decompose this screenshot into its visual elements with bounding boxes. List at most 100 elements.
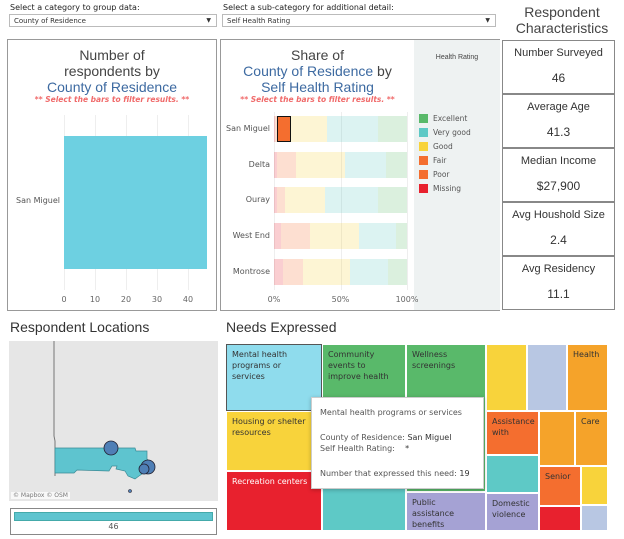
bar-segment-good[interactable] [291,116,328,142]
legend-swatch [419,155,428,165]
legend-item[interactable]: Good [419,139,500,153]
treemap-cell[interactable]: Mental health programs or services [226,344,322,411]
bar-segment-good[interactable] [309,223,360,250]
bar-segment-missing[interactable] [274,116,276,142]
kpi-value: 2.4 [550,233,567,247]
bar-segment-poor[interactable] [275,116,277,142]
stacked-bar[interactable] [274,151,407,178]
bar-segment-excellent[interactable] [396,223,407,250]
stacked-bar[interactable] [274,187,407,214]
bar-segment-missing[interactable] [274,187,277,214]
bar-segment-fair[interactable] [284,258,304,285]
gridline [340,112,342,290]
treemap-cell[interactable] [527,344,567,411]
kpi-card: Avg Houshold Size 2.4 [502,202,615,256]
legend-swatch [419,183,428,193]
bar-segment-very-good[interactable] [359,223,397,250]
bar-segment-very-good[interactable] [324,187,378,214]
kpi-card: Number Surveyed 46 [502,40,615,94]
bar-segment-poor[interactable] [277,151,279,178]
treemap-cell[interactable]: Health [567,344,608,411]
bar-segment-very-good[interactable] [345,151,387,178]
kpi-card: Average Age 41.3 [502,94,615,148]
legend-label: Good [433,141,453,151]
sub-filter-label: Select a sub-category for additional det… [223,3,394,12]
stacked-bar[interactable] [274,258,407,285]
bar[interactable] [64,136,207,269]
kpi-value: 41.3 [546,125,571,139]
legend-item[interactable]: Excellent [419,111,500,125]
x-tick-label: 0 [61,295,67,304]
respondent-map[interactable]: © Mapbox © OSM [9,341,218,501]
bar-segment-very-good[interactable] [349,258,389,285]
bar-segment-poor[interactable] [280,223,282,250]
total-bar-panel: 46 [10,508,217,535]
treemap-cell[interactable]: Public assistance benefits [406,492,486,531]
treemap-cell[interactable]: Senior [539,466,581,506]
bar-segment-excellent[interactable] [377,116,407,142]
treemap-cell[interactable]: Domestic violence [486,493,539,531]
count-chart-title-3: County of Residence [47,79,177,95]
treemap-cell[interactable]: Care [575,411,608,466]
x-tick-label: 10 [89,295,101,304]
group-dropdown[interactable]: County of Residence ▼ [9,14,217,27]
location-marker[interactable] [103,440,119,456]
bar-segment-good[interactable] [295,151,346,178]
treemap-cell[interactable] [581,505,608,531]
x-tick-label: 100% [395,295,419,304]
legend-label: Very good [433,127,471,137]
legend-swatch [419,169,428,179]
bar-segment-fair[interactable] [281,223,310,250]
bar-segment-fair[interactable] [277,187,285,214]
count-chart-title-1: Number of [79,47,145,63]
bar-segment-excellent[interactable] [386,151,407,178]
treemap-cell[interactable] [539,506,581,531]
bar-segment-poor[interactable] [283,258,285,285]
legend-label: Missing [433,183,461,193]
treemap-cell[interactable] [539,411,575,466]
treemap-cell[interactable] [581,466,608,505]
tooltip-title: Mental health programs or services [320,408,462,417]
bar-segment-missing[interactable] [274,151,278,178]
sub-dropdown[interactable]: Self Health Rating ▼ [222,14,496,27]
treemap-cell[interactable] [486,455,539,493]
count-chart-title-2: respondents by [64,63,160,79]
bar-segment-missing[interactable] [274,258,284,285]
kpi-label: Average Age [527,101,590,113]
x-tick-label: 0% [267,295,281,304]
bar-segment-missing[interactable] [274,223,281,250]
share-chart-title-by: by [377,63,392,79]
legend-area: Health Rating Excellent Very good Good Fair… [414,40,500,310]
bar-segment-excellent[interactable] [377,187,407,214]
bar-segment-good[interactable] [303,258,350,285]
bar-segment-poor[interactable] [276,187,278,214]
treemap-cell[interactable]: Recreation centers [226,471,322,531]
county-shape[interactable] [54,447,154,480]
tooltip: Mental health programs or services Count… [311,397,484,489]
total-bar[interactable] [14,512,213,521]
treemap-cell[interactable]: Assistance with [486,411,539,455]
treemap-cell[interactable]: Community events to improve health [322,344,406,402]
group-dropdown-value: County of Residence [14,17,86,25]
bar-segment-good[interactable] [284,187,325,214]
bar-segment-very-good[interactable] [327,116,378,142]
bar-segment-fair[interactable] [276,116,292,142]
legend-item[interactable]: Very good [419,125,500,139]
stacked-bar[interactable] [274,116,407,142]
location-marker[interactable] [138,463,150,475]
location-marker[interactable] [128,489,132,493]
tooltip-value-3: 19 [459,469,470,478]
bar-segment-fair[interactable] [278,151,296,178]
y-category-label: Montrose [232,266,270,276]
treemap-cell[interactable] [486,344,527,411]
map-title: Respondent Locations [10,319,150,335]
bar-segment-excellent[interactable] [388,258,407,285]
share-chart-title-group: County of Residence [243,63,374,79]
stacked-bar[interactable] [274,223,407,250]
legend-item[interactable]: Fair [419,153,500,167]
treemap-cell[interactable]: Housing or shelter resources [226,411,322,471]
share-chart-title-3: Self Health Rating [261,79,374,95]
kpi-value: $27,900 [536,179,581,193]
legend-item[interactable]: Poor [419,167,500,181]
legend-item[interactable]: Missing [419,181,500,195]
